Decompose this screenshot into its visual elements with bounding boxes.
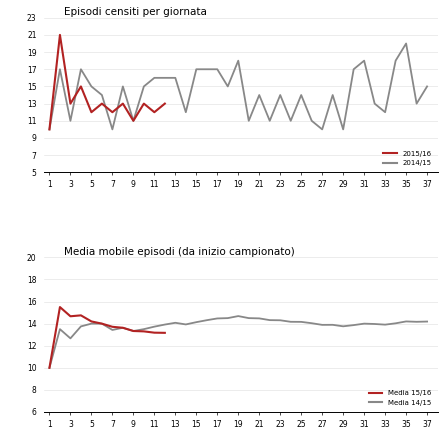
Text: Episodi censiti per giornata: Episodi censiti per giornata	[64, 7, 207, 17]
Legend: Media 15/16, Media 14/15: Media 15/16, Media 14/15	[366, 388, 434, 408]
Text: Media mobile episodi (da inizio campionato): Media mobile episodi (da inizio campiona…	[64, 247, 295, 256]
Legend: 2015/16, 2014/15: 2015/16, 2014/15	[380, 148, 434, 169]
